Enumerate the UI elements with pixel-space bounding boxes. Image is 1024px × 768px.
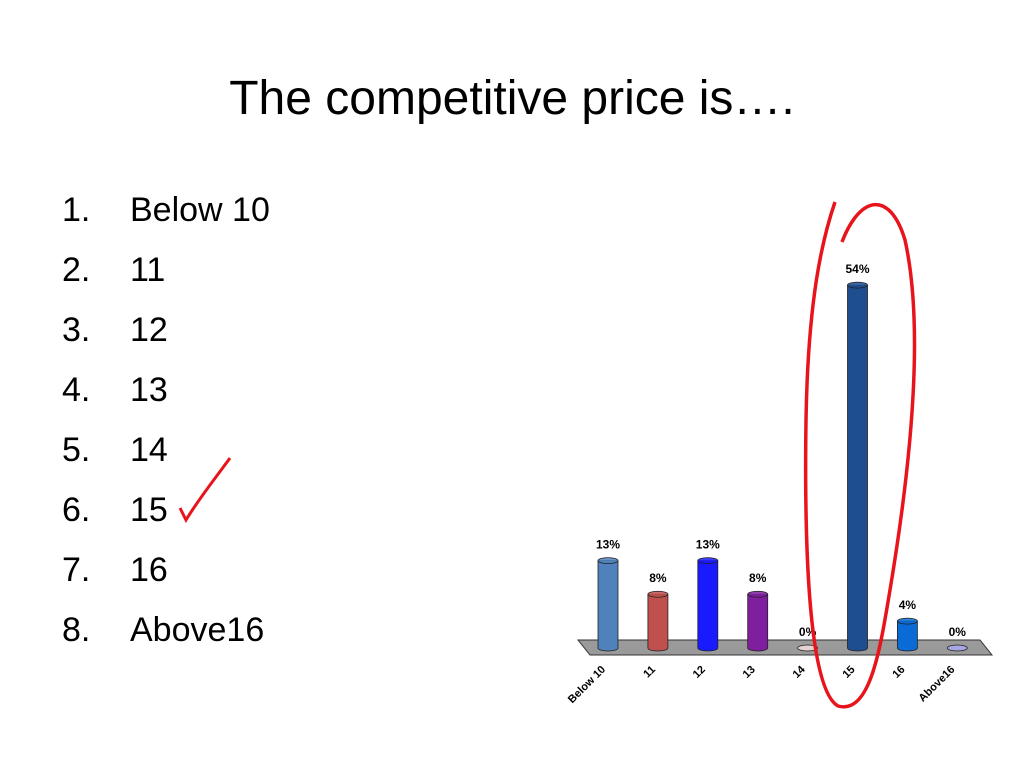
value-label: 8% xyxy=(649,571,667,585)
annotation-check xyxy=(178,457,232,524)
value-label: 13% xyxy=(696,538,720,552)
option-label: 15 xyxy=(130,491,168,529)
bar xyxy=(897,620,918,652)
slide-title: The competitive price is…. xyxy=(229,72,795,125)
chart-floor xyxy=(576,639,994,656)
bar-top xyxy=(747,590,769,598)
option-number: 7. xyxy=(62,551,90,589)
option-label: Below 10 xyxy=(130,191,270,229)
annotation-circle xyxy=(803,201,917,709)
option-number: 5. xyxy=(62,431,90,469)
option-number: 6. xyxy=(62,491,90,529)
x-tick-label: 16 xyxy=(890,664,907,681)
x-tick-label: 15 xyxy=(840,664,857,681)
option-label: 13 xyxy=(130,371,168,409)
bar-top xyxy=(847,281,868,289)
bar-top xyxy=(946,644,968,652)
bar xyxy=(597,560,619,652)
value-label: 0% xyxy=(949,625,967,639)
bar-top xyxy=(647,590,669,598)
option-number: 1. xyxy=(62,191,90,229)
value-label: 4% xyxy=(899,598,917,612)
option-number: 8. xyxy=(62,611,90,649)
option-label: 11 xyxy=(130,251,165,289)
x-tick-label: 11 xyxy=(641,664,658,681)
bar-top xyxy=(797,644,818,652)
option-label: 12 xyxy=(130,311,168,349)
x-tick-label: Below 10 xyxy=(566,664,608,706)
option-label: 14 xyxy=(130,431,168,469)
chart: 13%Below 108%1113%128%130%1454%154%160%A… xyxy=(566,262,968,706)
x-tick-label: Above16 xyxy=(917,664,958,705)
x-tick-label: 14 xyxy=(791,663,809,681)
option-label: Above16 xyxy=(130,611,264,649)
value-label: 8% xyxy=(749,571,767,585)
bar xyxy=(747,593,769,652)
value-label: 13% xyxy=(596,538,620,552)
x-tick-label: 12 xyxy=(691,664,708,681)
option-list: 1. Below 10 2. 11 3. 12 4. 13 5. 14 6. 15 7. 16 8. Abov… xyxy=(62,191,270,649)
value-label: 54% xyxy=(845,262,869,276)
bar-top xyxy=(897,617,918,625)
x-tick-label: 13 xyxy=(741,664,758,681)
option-label: 16 xyxy=(130,551,168,589)
bar-top xyxy=(597,557,619,565)
bar xyxy=(647,593,669,652)
bar xyxy=(847,284,868,652)
bar xyxy=(697,560,719,652)
option-number: 4. xyxy=(62,371,90,409)
option-number: 3. xyxy=(62,311,90,349)
bar-top xyxy=(697,557,719,565)
option-number: 2. xyxy=(62,251,90,289)
